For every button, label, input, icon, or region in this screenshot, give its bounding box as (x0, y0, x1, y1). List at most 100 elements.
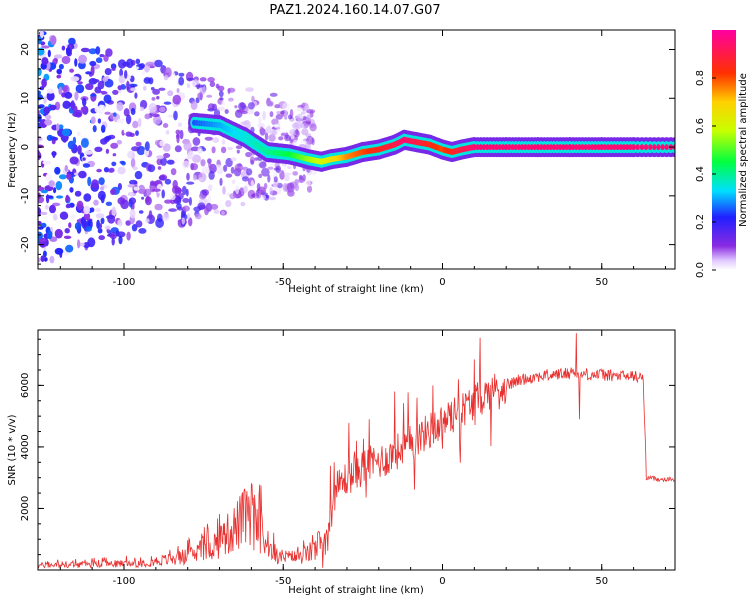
spectrogram-frame (37, 29, 676, 270)
spectrogram-noise-blob (273, 176, 278, 183)
spectrogram-ytick-label: 10 (20, 92, 31, 105)
spectrogram-noise-blob (290, 99, 296, 105)
spectrogram-noise-blob (210, 203, 219, 210)
spectrogram-noise-blob (190, 100, 198, 110)
spectrogram-noise-blob (141, 175, 147, 186)
spectrogram-noise-blob (69, 68, 74, 73)
spectrogram-noise-blob (265, 194, 269, 199)
spectrogram-noise-blob (85, 71, 92, 75)
spectrogram-noise-blob (266, 100, 274, 107)
spectrogram-noise-blob (199, 77, 207, 82)
spectrogram-noise-blob (103, 94, 112, 104)
spectrogram-ridge-cell (628, 144, 633, 151)
spectrogram-noise-blob (112, 89, 119, 95)
spectrogram-noise-blob (62, 85, 68, 93)
spectrogram-ridge-cell (472, 144, 477, 151)
spectrogram-noise-blob (188, 217, 193, 227)
spectrogram-ridge-cell (539, 144, 544, 151)
spectrogram-noise-blob (200, 159, 206, 167)
spectrogram-noise-blob (77, 145, 82, 155)
spectrogram-noise-blob (139, 63, 145, 69)
spectrogram-noise-blob (116, 118, 125, 124)
spectrogram-noise-blob (139, 106, 145, 112)
spectrogram-noise-blob (74, 190, 82, 197)
spectrogram-ridge-cell (478, 144, 483, 151)
spectrogram-ridge-cell (507, 144, 512, 151)
spectrogram-noise-blob (175, 129, 181, 135)
spectrogram-noise-blob (305, 114, 311, 123)
spectrogram-noise-blob (98, 223, 103, 229)
spectrogram-noise-blob (95, 46, 101, 55)
spectrogram-noise-blob (157, 166, 162, 170)
spectrogram-noise-blob (98, 177, 105, 186)
spectrogram-noise-blob (298, 174, 303, 180)
spectrogram-noise-blob (59, 211, 69, 220)
spectrogram-ridge-cell (567, 144, 573, 151)
spectrogram-noise-blob (185, 188, 189, 197)
spectrogram-noise-blob (284, 109, 288, 119)
spectrogram-noise-blob (100, 217, 105, 225)
spectrogram-noise-blob (38, 220, 42, 225)
spectrogram-noise-blob (83, 212, 91, 221)
snr-panel: -100 -50 0 50 2000 4000 6000 Height of straigh… (7, 329, 676, 596)
spectrogram-noise-blob (170, 168, 177, 176)
spectrogram-noise-blob (77, 239, 81, 249)
spectrogram-noise-blob (235, 185, 240, 195)
spectrogram-noise-blob (306, 185, 313, 193)
spectrogram-noise-blob (300, 111, 306, 115)
spectrogram-noise-blob (38, 231, 43, 241)
spectrogram-noise-blob (94, 146, 103, 152)
spectrogram-noise-blob (152, 88, 161, 95)
spectrogram-noise-blob (53, 54, 63, 59)
spectrogram-noise-blob (309, 123, 317, 132)
spectrogram-ridge-cell (542, 144, 547, 151)
spectrogram-noise-blob (56, 195, 64, 199)
spectrogram-noise-blob (141, 196, 145, 200)
spectrogram-noise-blob (246, 168, 253, 176)
spectrogram-noise-blob (182, 160, 190, 169)
spectrogram-noise-blob (245, 87, 254, 92)
spectrogram-noise-blob (207, 184, 213, 192)
spectrogram-ridge-cell (500, 144, 506, 151)
colorbar-label: Normalized spectral amplitude (738, 73, 749, 227)
spectrogram-noise-blob (163, 101, 172, 105)
spectrogram-noise-blob (126, 58, 134, 69)
spectrogram-noise-blob (187, 151, 194, 159)
spectrogram-noise-blob (132, 166, 138, 171)
spectrogram-noise-blob (64, 164, 69, 172)
spectrogram-noise-blob (311, 169, 317, 177)
spectrogram-noise-blob (98, 235, 105, 241)
spectrogram-noise-blob (253, 91, 257, 98)
spectrogram-noise-blob (70, 76, 80, 82)
spectrogram-noise-blob (283, 172, 292, 176)
spectrogram-noise-blob (208, 162, 212, 169)
spectrogram-noise-blob (88, 48, 98, 55)
colorbar-tick-label: 0.6 (695, 118, 706, 134)
spectrogram-noise-blob (197, 92, 204, 100)
spectrogram-noise-blob (69, 156, 79, 165)
spectrogram-ridge-cell (618, 144, 624, 151)
spectrogram-noise-blob (256, 190, 262, 199)
spectrogram-noise-blob (126, 80, 130, 91)
spectrogram-noise-blob (161, 189, 165, 199)
spectrogram-noise-blob (293, 121, 303, 130)
spectrogram-noise-blob (283, 175, 290, 182)
spectrogram-noise-blob (177, 122, 183, 127)
spectrogram-noise-blob (52, 137, 59, 141)
spectrogram-noise-blob (266, 125, 272, 134)
spectrogram-noise-blob (158, 106, 166, 113)
spectrogram-noise-blob (219, 97, 224, 101)
spectrogram-noise-blob (58, 63, 64, 70)
spectrogram-noise-blob (67, 140, 75, 150)
spectrogram-noise-blob (138, 228, 147, 234)
spectrogram-noise-blob (241, 111, 248, 115)
snr-xtick-label: 50 (595, 576, 608, 587)
spectrogram-noise-blob (68, 37, 76, 46)
spectrogram-noise-blob (154, 203, 163, 211)
spectrogram-ridge-cell (571, 144, 576, 151)
spectrogram-noise-blob (104, 111, 111, 115)
spectrogram-noise-blob (179, 129, 184, 140)
spectrogram-noise-blob (105, 201, 113, 206)
spectrogram-noise-blob (102, 76, 108, 82)
spectrogram-ridge-cell (631, 144, 636, 151)
